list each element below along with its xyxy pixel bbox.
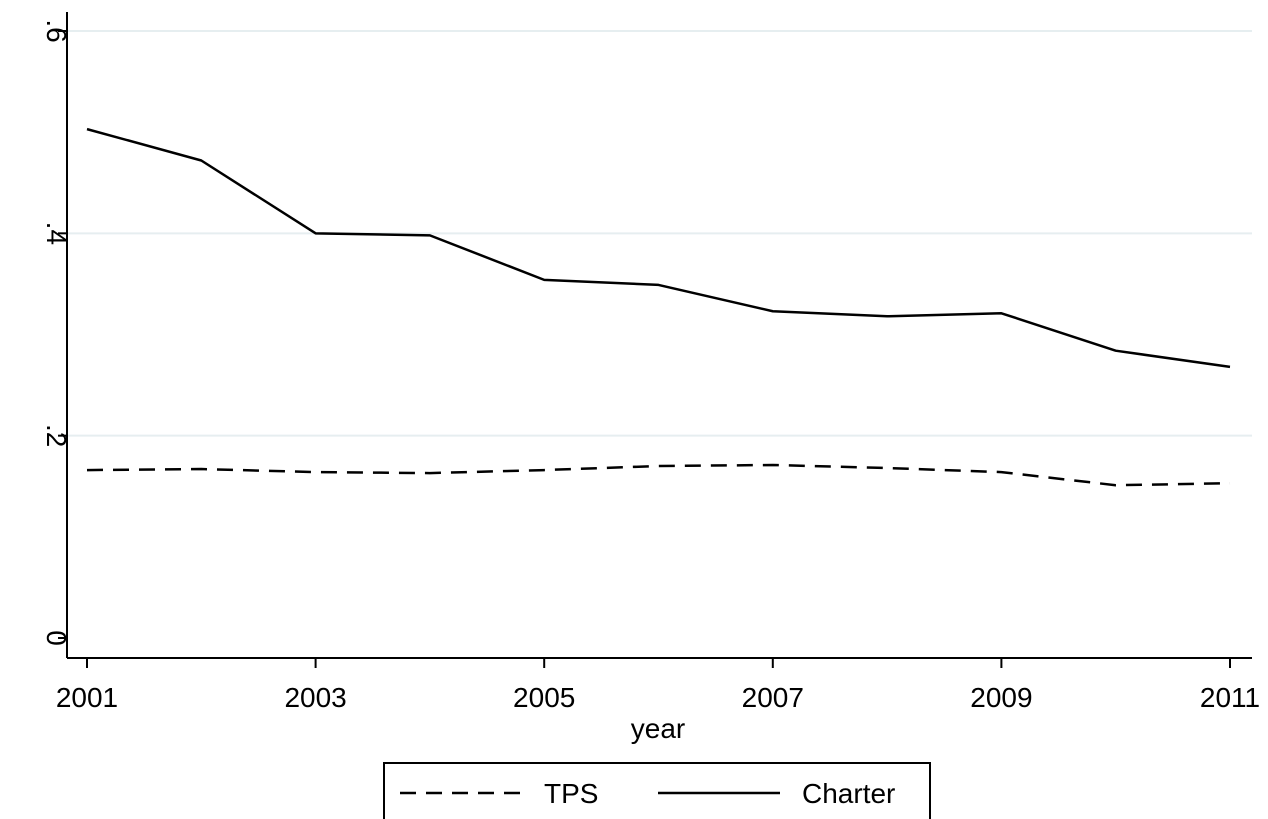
series-line-charter (86, 127, 1231, 369)
axes (58, 12, 1252, 668)
x-tick-label: 2011 (1200, 682, 1260, 713)
x-tick-label: 2003 (284, 682, 346, 713)
plot-lines (86, 127, 1231, 487)
legend-label-tps: TPS (544, 778, 598, 809)
legend-box (383, 762, 931, 819)
x-tick-label: 2009 (970, 682, 1032, 713)
y-tick-label: .2 (41, 424, 72, 447)
legend: TPS Charter (383, 762, 931, 819)
series-line-tps (86, 463, 1231, 487)
gridlines (68, 30, 1252, 437)
y-tick-label: .6 (41, 19, 72, 42)
y-tick-label: .4 (41, 222, 72, 245)
tick-labels: 0 .2 .4 .6 2001 2003 2005 2007 2009 2011 (41, 19, 1260, 713)
x-tick-label: 2005 (513, 682, 575, 713)
x-axis-title: year (631, 713, 685, 744)
y-tick-label: 0 (41, 630, 72, 646)
x-tick-label: 2001 (56, 682, 118, 713)
x-tick-label: 2007 (742, 682, 804, 713)
legend-label-charter: Charter (802, 778, 895, 809)
